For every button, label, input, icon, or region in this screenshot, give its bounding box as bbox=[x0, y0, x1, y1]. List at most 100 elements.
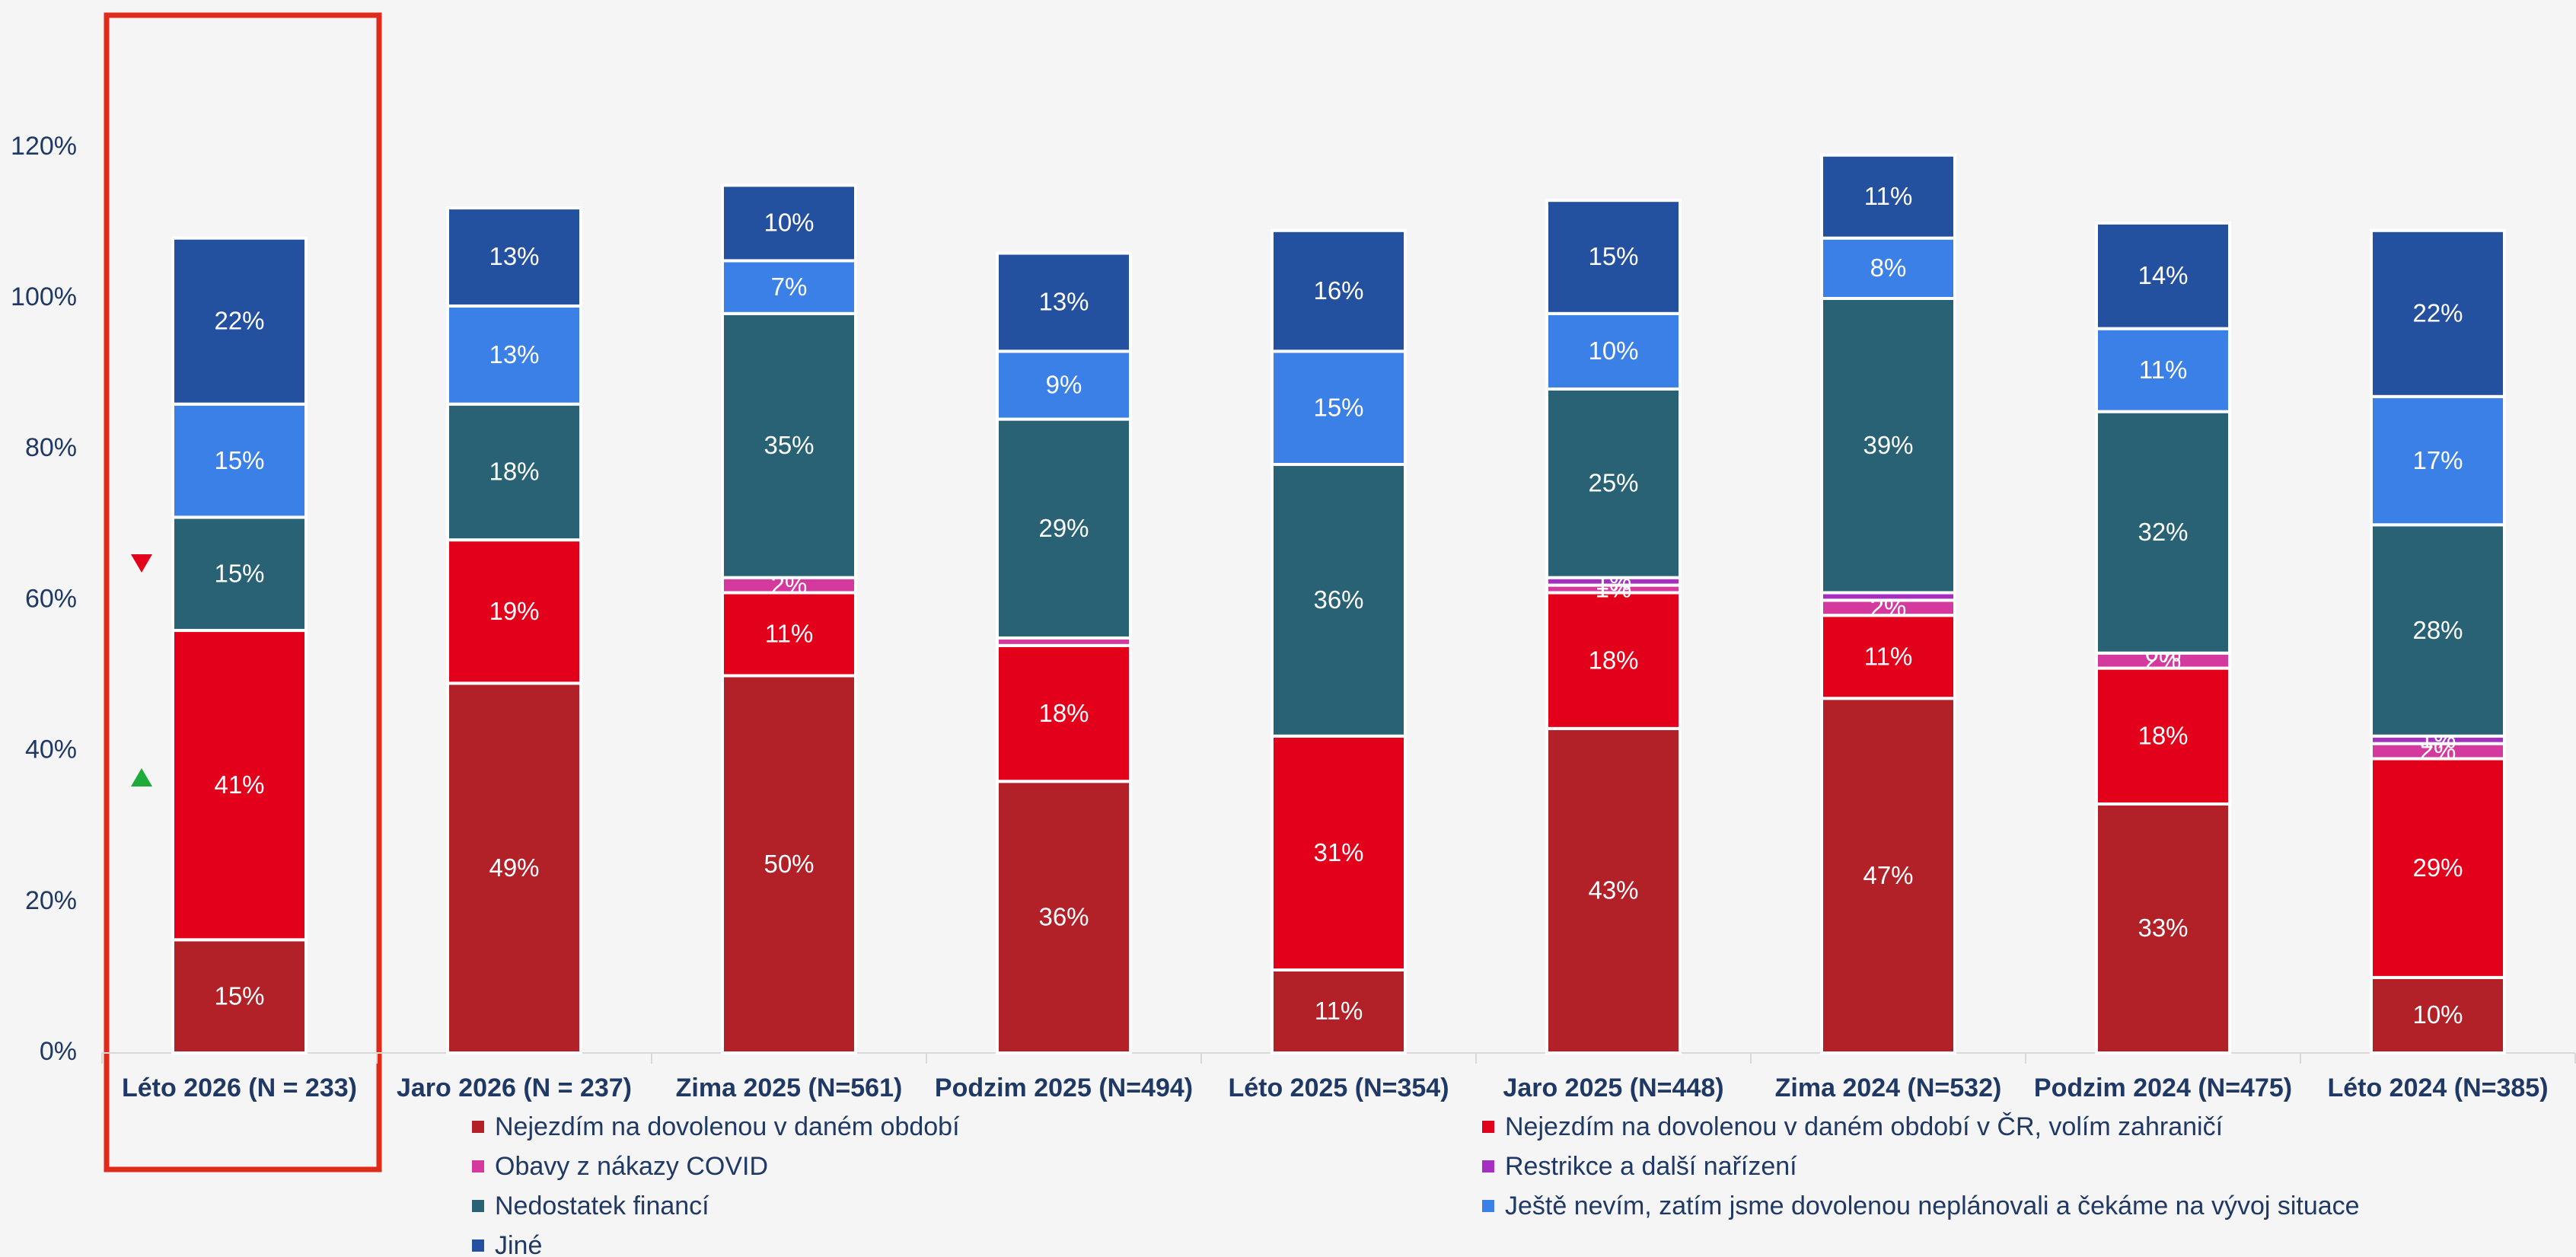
bar-segment bbox=[1820, 297, 1956, 595]
data-label: 11% bbox=[2139, 356, 2188, 384]
x-tick-label: Zima 2024 (N=532) bbox=[1775, 1074, 2002, 1102]
y-tick-label: 40% bbox=[25, 735, 77, 764]
data-label: 36% bbox=[1038, 902, 1089, 930]
bar-segment bbox=[721, 259, 857, 315]
bar-segment bbox=[446, 402, 582, 542]
data-label: 11% bbox=[1315, 997, 1363, 1025]
bar-segment bbox=[2370, 523, 2506, 738]
data-label: 11% bbox=[1864, 642, 1913, 670]
x-tick-label: Podzim 2024 (N=475) bbox=[2034, 1074, 2292, 1102]
bar-segment bbox=[1545, 199, 1682, 315]
bar-segment bbox=[171, 236, 308, 406]
bar-segment bbox=[1545, 591, 1682, 730]
bar-segment bbox=[721, 591, 857, 678]
data-label: 15% bbox=[214, 446, 264, 474]
bar-segment bbox=[2095, 802, 2231, 1054]
data-label: 10% bbox=[764, 209, 814, 237]
up-marker bbox=[131, 768, 152, 786]
legend-swatch bbox=[1482, 1121, 1494, 1133]
legend-swatch bbox=[1482, 1160, 1494, 1172]
data-label: 22% bbox=[214, 306, 264, 334]
y-tick-label: 60% bbox=[25, 584, 77, 613]
y-tick-label: 80% bbox=[25, 433, 77, 462]
data-label: 7% bbox=[771, 273, 808, 301]
data-label: 29% bbox=[1038, 514, 1089, 542]
bar-segment bbox=[1820, 153, 1956, 240]
legend-swatch bbox=[1482, 1200, 1494, 1212]
legend-swatch bbox=[472, 1200, 484, 1212]
bar-segment bbox=[2095, 327, 2231, 413]
bar-segment bbox=[721, 183, 857, 263]
bar-segment bbox=[996, 780, 1132, 1054]
data-label: 18% bbox=[489, 458, 539, 486]
legend-label: Ještě nevím, zatím jsme dovolenou neplán… bbox=[1505, 1192, 2360, 1220]
bar-segment bbox=[1270, 228, 1407, 353]
bar-segment bbox=[996, 251, 1132, 353]
y-tick-label: 120% bbox=[11, 132, 77, 161]
data-label: 14% bbox=[2138, 261, 2188, 289]
x-tick-label: Léto 2026 (N = 233) bbox=[122, 1074, 357, 1102]
data-label: 22% bbox=[2412, 299, 2463, 327]
bar-segment bbox=[171, 402, 308, 519]
data-label: 33% bbox=[2138, 914, 2188, 942]
data-label: 15% bbox=[214, 981, 264, 1010]
bar-segment bbox=[721, 311, 857, 579]
data-label: 31% bbox=[1313, 838, 1363, 866]
bar-segment bbox=[2370, 757, 2506, 979]
bar-segment bbox=[1270, 734, 1407, 971]
data-label: 18% bbox=[2138, 721, 2188, 749]
bar-segment bbox=[2370, 975, 2506, 1055]
data-label: 8% bbox=[1870, 254, 1907, 282]
legend-swatch bbox=[472, 1160, 484, 1172]
data-label: 39% bbox=[1863, 431, 1913, 459]
x-tick-label: Zima 2025 (N=561) bbox=[676, 1074, 903, 1102]
data-label: 18% bbox=[1038, 699, 1089, 727]
legend-label: Nejezdím na dovolenou v daném období v Č… bbox=[1505, 1112, 2224, 1141]
x-tick-label: Jaro 2025 (N=448) bbox=[1503, 1074, 1723, 1102]
legend-swatch bbox=[472, 1239, 484, 1252]
data-label: 15% bbox=[1313, 393, 1363, 421]
highlight-box bbox=[104, 12, 382, 1172]
data-label: 41% bbox=[214, 770, 264, 799]
x-tick-label: Podzim 2025 (N=494) bbox=[935, 1074, 1193, 1102]
data-label: 43% bbox=[1588, 876, 1638, 904]
x-tick-label: Jaro 2026 (N = 237) bbox=[397, 1074, 632, 1102]
data-label: 10% bbox=[2412, 1000, 2463, 1029]
data-label: 49% bbox=[489, 853, 539, 882]
data-label: 17% bbox=[2412, 446, 2463, 474]
data-label: 11% bbox=[765, 620, 814, 648]
data-label: 50% bbox=[764, 850, 814, 878]
bar-segment bbox=[2095, 221, 2231, 330]
data-label: 15% bbox=[1588, 242, 1638, 270]
down-marker bbox=[131, 554, 152, 573]
y-tick-label: 0% bbox=[40, 1037, 77, 1066]
x-tick-label: Léto 2024 (N=385) bbox=[2327, 1074, 2548, 1102]
data-label: 13% bbox=[489, 242, 539, 270]
bar-segment bbox=[1820, 614, 1956, 700]
legend-swatch bbox=[472, 1121, 484, 1133]
bar-segment bbox=[1545, 387, 1682, 579]
legend-label: Restrikce a další nařízení bbox=[1505, 1152, 1797, 1181]
data-label: 28% bbox=[2412, 616, 2463, 644]
bar-segment bbox=[996, 417, 1132, 640]
data-label: 25% bbox=[1588, 469, 1638, 497]
bar-segment bbox=[996, 643, 1132, 783]
bar-segment bbox=[446, 538, 582, 685]
data-label: 18% bbox=[1588, 646, 1638, 674]
bar-segment bbox=[446, 206, 582, 308]
legend-label: Nejezdím na dovolenou v daném období bbox=[495, 1112, 960, 1141]
bar-segment bbox=[2370, 228, 2506, 398]
data-label: 13% bbox=[489, 340, 539, 368]
legend-label: Obavy z nákazy COVID bbox=[495, 1152, 768, 1181]
data-label: 19% bbox=[489, 597, 539, 625]
bar-segment bbox=[1545, 726, 1682, 1054]
bar-segment bbox=[446, 304, 582, 406]
data-label: 16% bbox=[1313, 276, 1363, 305]
legend-label: Nedostatek financí bbox=[495, 1192, 709, 1220]
bar-segment bbox=[2095, 410, 2231, 655]
bar-segment bbox=[1270, 968, 1407, 1054]
legend-label: Jiné bbox=[495, 1231, 542, 1257]
bar-segment bbox=[721, 674, 857, 1054]
data-label: 11% bbox=[1864, 182, 1913, 210]
